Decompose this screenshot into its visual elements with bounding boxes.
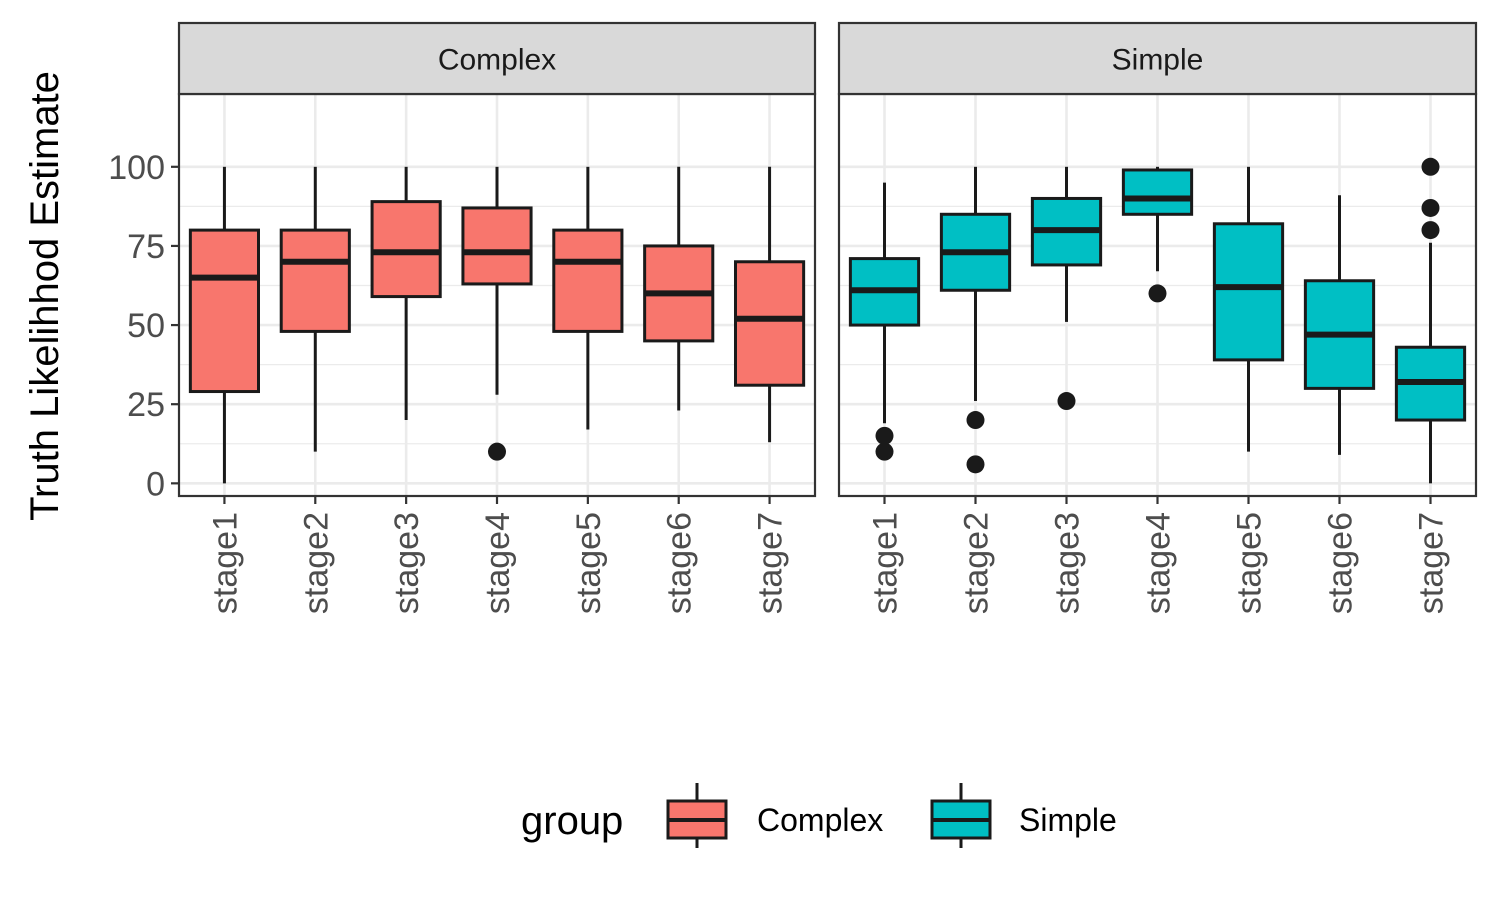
y-tick-label: 100 bbox=[108, 149, 165, 187]
x-tick-label: stage6 bbox=[1322, 512, 1360, 614]
x-tick-label: stage2 bbox=[297, 512, 335, 614]
outlier-point bbox=[966, 411, 985, 430]
box-stage5 bbox=[1212, 166, 1285, 452]
outlier-point bbox=[875, 426, 894, 445]
box-iqr bbox=[188, 228, 261, 394]
legend-key-simple: Simple bbox=[930, 783, 1117, 848]
legend: group Complex Simple bbox=[521, 783, 1117, 848]
strip-label: Complex bbox=[438, 44, 556, 77]
outlier-point bbox=[1421, 198, 1440, 217]
box-stage6 bbox=[1303, 195, 1376, 455]
x-tick-label: stage7 bbox=[752, 512, 790, 614]
box-stage7 bbox=[1394, 157, 1467, 484]
x-tick-label: stage7 bbox=[1413, 512, 1451, 614]
facet-panels: Complex stage1 stage2 stage3 stage4 stage5 sta… bbox=[108, 21, 1478, 614]
box-stage6 bbox=[643, 166, 715, 411]
outlier-point bbox=[1421, 157, 1440, 176]
y-axis: 0 25 50 75 100 bbox=[108, 149, 179, 503]
x-tick-label: stage2 bbox=[958, 512, 996, 614]
box-iqr bbox=[1121, 168, 1194, 216]
x-tick-label: stage5 bbox=[1231, 512, 1269, 614]
x-tick-label: stage1 bbox=[206, 512, 244, 614]
legend-title: group bbox=[521, 799, 623, 843]
box-stage2 bbox=[939, 166, 1012, 474]
box-stage4 bbox=[1121, 166, 1194, 303]
box-stage3 bbox=[1030, 166, 1103, 411]
y-tick-label: 25 bbox=[127, 386, 165, 424]
legend-label: Complex bbox=[757, 802, 883, 838]
outlier-point bbox=[1148, 284, 1167, 303]
strip-label: Simple bbox=[1112, 44, 1204, 77]
x-tick-label: stage6 bbox=[661, 512, 699, 614]
x-tick-label: stage4 bbox=[1140, 512, 1178, 614]
box-stage1 bbox=[188, 166, 261, 484]
facet-panel-simple: Simple stage1 stage2 stage3 stage4 stage5 stag… bbox=[837, 21, 1478, 614]
y-tick-label: 75 bbox=[127, 228, 165, 266]
x-tick-label: stage3 bbox=[388, 512, 426, 614]
legend-keys: Complex Simple bbox=[666, 783, 1117, 848]
box-iqr bbox=[279, 228, 351, 333]
outlier-point bbox=[875, 442, 894, 461]
y-tick-label: 0 bbox=[146, 465, 165, 503]
box-iqr bbox=[370, 200, 442, 299]
box-iqr bbox=[552, 228, 624, 333]
box-iqr bbox=[734, 260, 806, 387]
legend-label: Simple bbox=[1019, 802, 1117, 838]
box-stage4 bbox=[461, 166, 533, 461]
box-stage1 bbox=[848, 182, 921, 461]
legend-key-complex: Complex bbox=[666, 783, 883, 848]
x-tick-label: stage5 bbox=[570, 512, 608, 614]
x-tick-label: stage4 bbox=[479, 512, 517, 614]
x-tick-label: stage3 bbox=[1049, 512, 1087, 614]
y-axis-title: Truth Likelihhod Estimate bbox=[23, 71, 67, 521]
box-stage5 bbox=[552, 166, 624, 430]
outlier-point bbox=[1421, 221, 1440, 240]
outlier-point bbox=[488, 442, 506, 461]
outlier-point bbox=[966, 455, 985, 474]
strip-background bbox=[837, 21, 1478, 96]
box-stage7 bbox=[734, 166, 806, 443]
box-stage2 bbox=[279, 166, 351, 452]
outlier-point bbox=[1057, 392, 1076, 411]
strip-background bbox=[177, 21, 817, 96]
box-iqr bbox=[461, 206, 533, 286]
box-stage3 bbox=[370, 166, 442, 421]
box-iqr bbox=[1212, 222, 1285, 362]
facet-panel-complex: Complex stage1 stage2 stage3 stage4 stage5 sta… bbox=[177, 21, 817, 614]
y-tick-label: 50 bbox=[127, 307, 165, 345]
x-tick-label: stage1 bbox=[867, 512, 905, 614]
